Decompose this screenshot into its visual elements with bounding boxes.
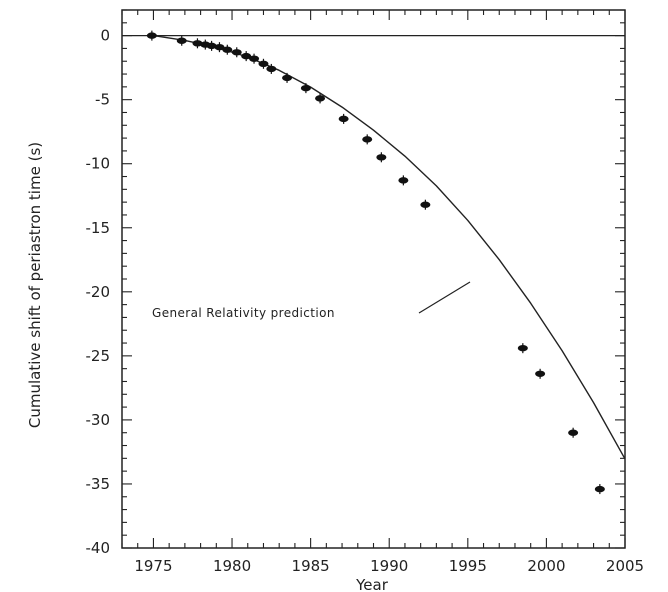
- y-tick-label: -10: [86, 155, 111, 173]
- plot-frame: [121, 9, 626, 549]
- data-point: [398, 175, 409, 186]
- data-point: [192, 38, 203, 49]
- x-axis-title: Year: [355, 576, 389, 592]
- data-point: [338, 113, 349, 124]
- y-tick-label: 0: [100, 27, 110, 45]
- data-point-marker: [315, 95, 326, 102]
- data-point-marker: [338, 115, 349, 123]
- y-tick-label: -35: [86, 475, 111, 493]
- data-point: [222, 44, 233, 55]
- data-point: [266, 63, 277, 74]
- y-tick-label: -15: [86, 219, 111, 237]
- y-tick-label: -25: [86, 347, 111, 365]
- data-point: [282, 72, 293, 83]
- data-point-marker: [241, 52, 252, 60]
- data-point-marker: [214, 43, 225, 51]
- data-point-marker: [192, 40, 203, 47]
- points-layer: [146, 30, 605, 495]
- data-point-marker: [594, 485, 605, 493]
- data-point: [362, 134, 373, 145]
- data-point-marker: [231, 49, 242, 56]
- data-point-marker: [568, 429, 579, 436]
- curve-layer: [122, 34, 626, 460]
- data-point-marker: [282, 74, 293, 82]
- annotation-label: General Relativity prediction: [152, 306, 335, 320]
- data-point-marker: [222, 46, 233, 53]
- y-tick-label: -30: [86, 411, 111, 429]
- data-point-marker: [362, 136, 373, 143]
- data-point: [206, 40, 217, 51]
- data-point: [249, 53, 260, 64]
- tick-labels: 1975 1980 1985 1990 1995 2000 2005 0 -5 -10 -15 -20…: [86, 27, 645, 575]
- data-point: [146, 30, 157, 41]
- x-tick-label: 1990: [370, 557, 408, 575]
- plot-area: [121, 9, 626, 549]
- y-tick-label: -20: [86, 283, 111, 301]
- data-point-marker: [206, 42, 217, 50]
- data-point: [376, 152, 387, 163]
- data-point: [176, 35, 187, 46]
- data-point-marker: [258, 60, 269, 67]
- data-point-marker: [266, 65, 277, 73]
- y-tick-label: -5: [95, 91, 110, 109]
- y-axis-title: Cumulative shift of periastron time (s): [26, 142, 44, 428]
- data-point-marker: [376, 154, 387, 161]
- x-tick-label: 1975: [134, 557, 172, 575]
- data-point: [300, 83, 311, 94]
- data-point: [214, 42, 225, 53]
- y-tick-label: -40: [86, 539, 111, 557]
- x-tick-label: 2005: [606, 557, 644, 575]
- data-point-marker: [249, 55, 260, 62]
- model-curve: [153, 34, 626, 460]
- data-point-marker: [176, 37, 187, 44]
- data-point: [420, 199, 431, 210]
- data-point-marker: [146, 32, 157, 39]
- annotation-leader-line: [418, 281, 471, 314]
- data-point: [231, 47, 242, 58]
- data-point-marker: [535, 370, 546, 377]
- data-point: [535, 368, 546, 379]
- data-point-marker: [398, 177, 409, 184]
- data-point: [241, 51, 252, 62]
- data-point: [517, 343, 528, 354]
- data-point: [315, 93, 326, 104]
- data-point-marker: [517, 344, 528, 352]
- data-point: [568, 427, 579, 438]
- data-point: [594, 484, 605, 495]
- x-tick-label: 1995: [449, 557, 487, 575]
- x-tick-label: 1985: [292, 557, 330, 575]
- data-point-marker: [300, 84, 311, 92]
- data-point: [258, 58, 269, 69]
- data-point-marker: [420, 201, 431, 208]
- x-tick-label: 1980: [213, 557, 251, 575]
- x-tick-label: 2000: [527, 557, 565, 575]
- axis-ticks: [121, 9, 626, 549]
